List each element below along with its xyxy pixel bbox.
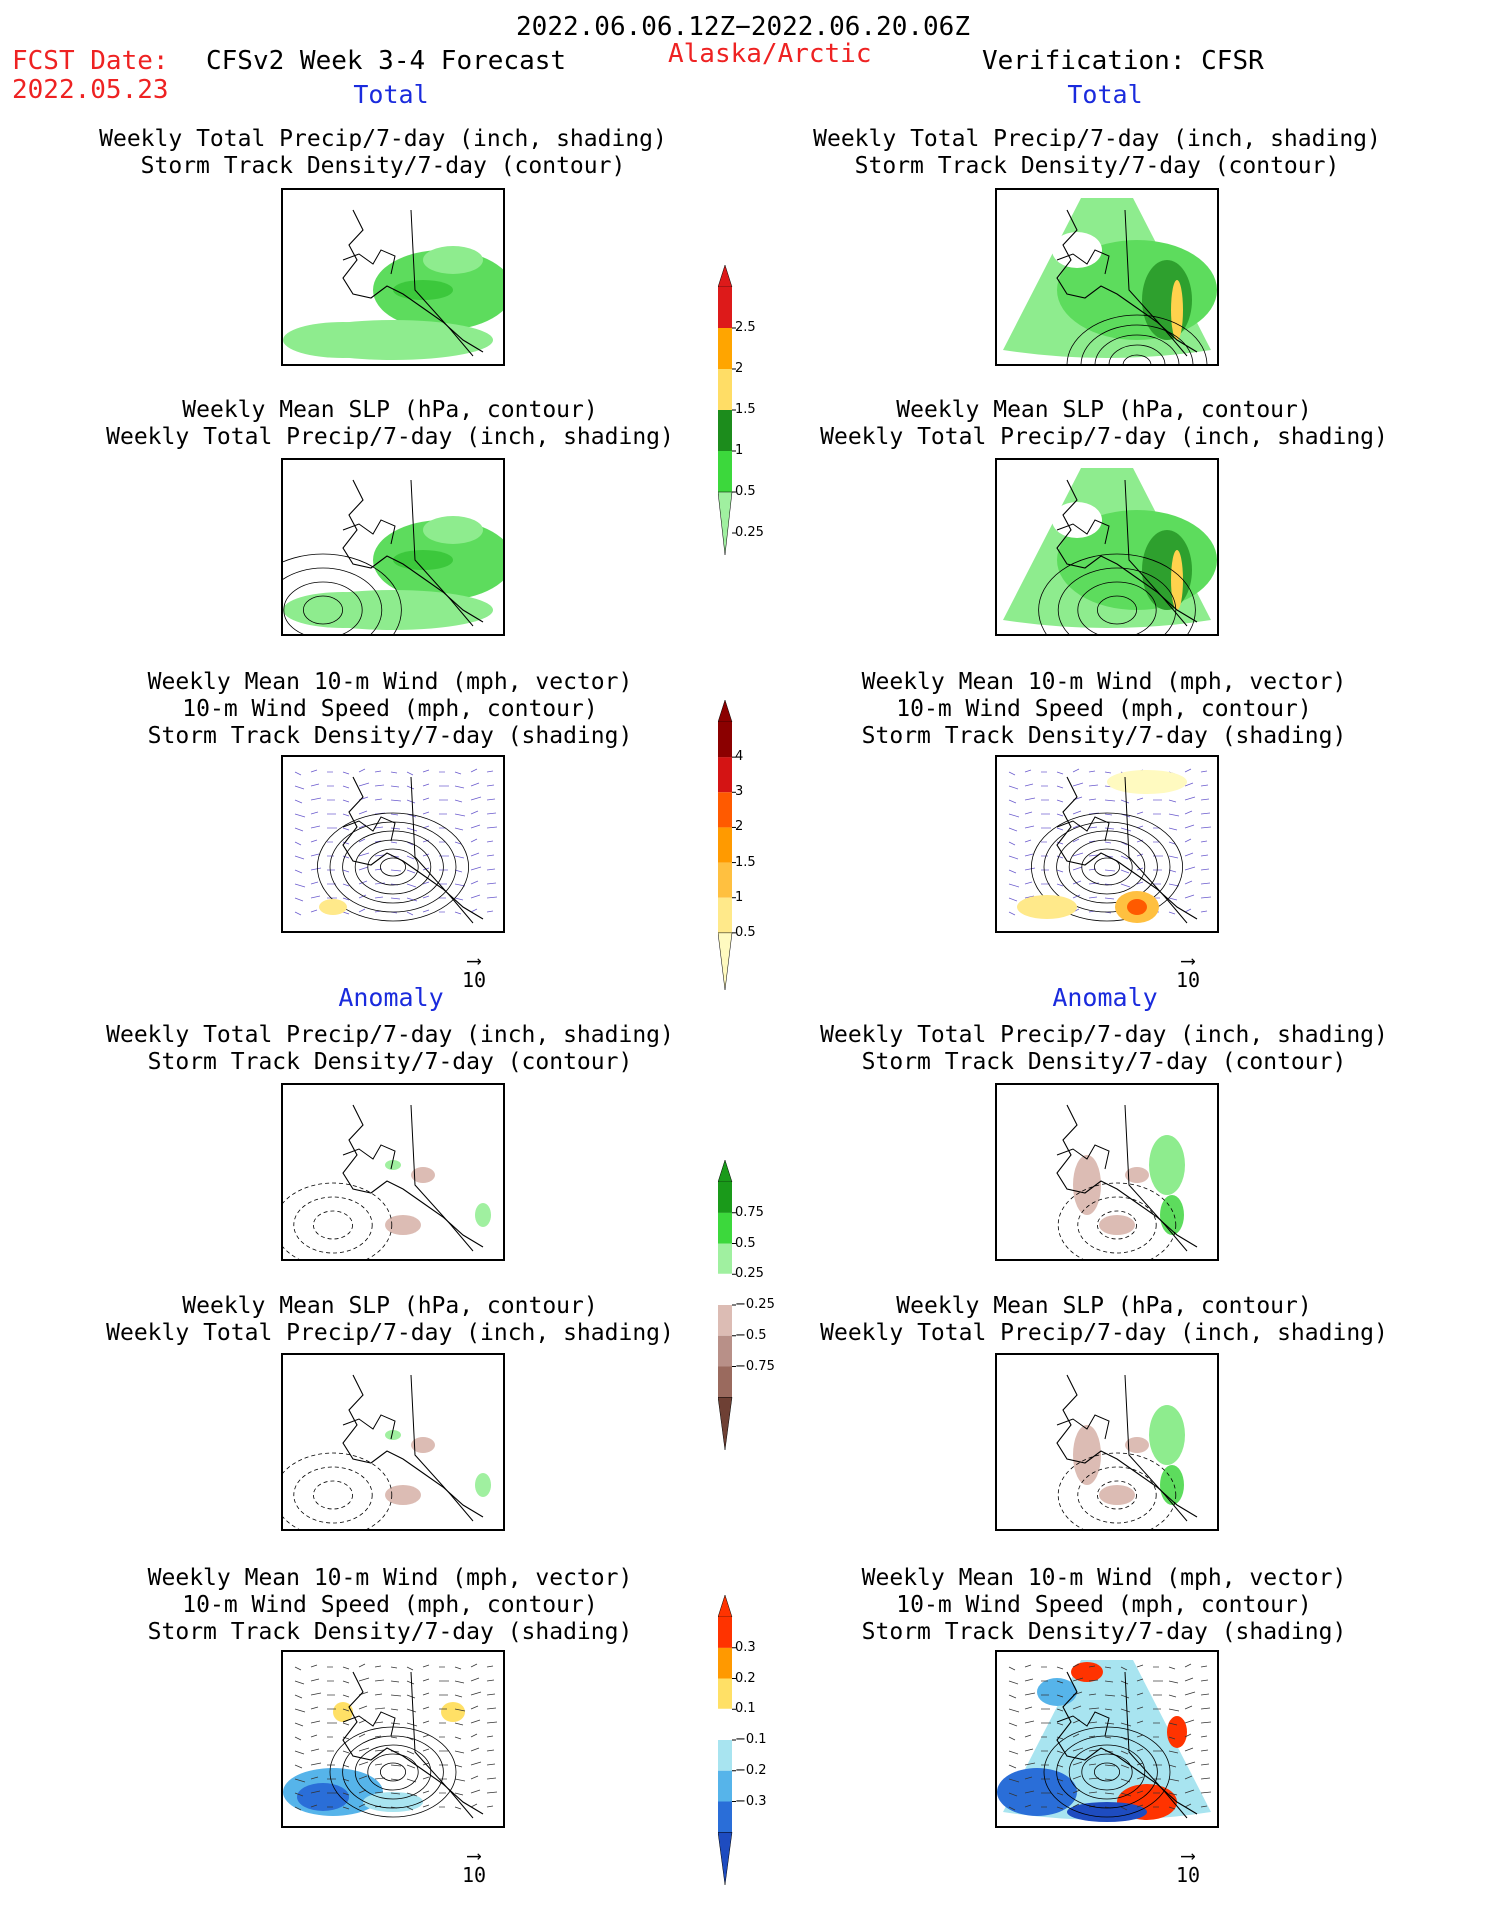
map-anom-slp-verification (995, 1353, 1219, 1531)
date-range: 2022.06.06.12Z−2022.06.20.06Z (516, 12, 970, 42)
panel-title-total-slp-left: Weekly Mean SLP (hPa, contour) Weekly To… (106, 397, 674, 450)
vector-ref-anom-left: ⟶ 10 (462, 1843, 487, 1887)
panel-title-anom-slp-left: Weekly Mean SLP (hPa, contour) Weekly To… (106, 1293, 674, 1346)
map-anom-wind-forecast (281, 1650, 505, 1828)
map-total-precip-verification (995, 188, 1219, 366)
colorbar-tick-label: 0.1 (735, 1701, 756, 1717)
map-total-wind-forecast (281, 755, 505, 933)
arrow-right-icon: ⟶ (1182, 948, 1195, 972)
colorbar-precip-total: 2.5 2 1.5 1 0.5 0.25 (717, 264, 778, 556)
colorbar-tick-label: −0.2 (735, 1762, 767, 1778)
fcst-date-label: FCST Date: (12, 46, 169, 76)
panel-title-anom-wind-left: Weekly Mean 10-m Wind (mph, vector) 10-m… (147, 1565, 633, 1645)
colorbar-tick-label: 1 (735, 889, 744, 905)
colorbar-tick-label: 0.75 (735, 1204, 764, 1220)
map-total-slp-forecast (281, 458, 505, 636)
colorbar-tick-label: 0.25 (735, 1266, 764, 1282)
map-total-precip-forecast (281, 188, 505, 366)
map-anom-precip-verification (995, 1083, 1219, 1261)
map-anom-precip-forecast (281, 1083, 505, 1261)
panel-title-anom-precip-left: Weekly Total Precip/7-day (inch, shading… (106, 1022, 674, 1075)
verification-label: Verification: CFSR (982, 46, 1264, 76)
colorbar-precip-anomaly: 0.75 0.5 0.25 −0.25 −0.5 −0.75 (717, 1159, 778, 1451)
panel-title-total-wind-left: Weekly Mean 10-m Wind (mph, vector) 10-m… (147, 669, 633, 749)
arrow-right-icon: ⟶ (1182, 1843, 1195, 1867)
fcst-date-value: 2022.05.23 (12, 75, 169, 105)
colorbar-tick-label: −0.3 (735, 1793, 767, 1809)
colorbar-tick-label: 0.5 (735, 484, 756, 499)
panel-title-anom-wind-right: Weekly Mean 10-m Wind (mph, vector) 10-m… (861, 1565, 1347, 1645)
colorbar-tick-label: 2.5 (735, 320, 756, 335)
colorbar-storm-total: 4 3 2 1.5 1 0.5 (717, 699, 778, 991)
section-total-left: Total (353, 80, 429, 109)
forecast-name: CFSv2 Week 3-4 Forecast (206, 46, 567, 76)
colorbar-tick-label: 3 (735, 784, 744, 800)
colorbar-tick-label: 0.5 (735, 924, 756, 940)
colorbar-tick-label: 0.25 (735, 525, 764, 540)
map-anom-slp-forecast (281, 1353, 505, 1531)
colorbar-tick-label: 1 (735, 443, 744, 458)
panel-title-total-wind-right: Weekly Mean 10-m Wind (mph, vector) 10-m… (861, 669, 1347, 749)
map-total-slp-verification (995, 458, 1219, 636)
colorbar-tick-label: 1.5 (735, 402, 756, 417)
map-anom-wind-verification (995, 1650, 1219, 1828)
map-total-wind-verification (995, 755, 1219, 933)
arrow-right-icon: ⟶ (468, 948, 481, 972)
panel-title-total-precip-left: Weekly Total Precip/7-day (inch, shading… (99, 126, 667, 179)
panel-title-anom-precip-right: Weekly Total Precip/7-day (inch, shading… (820, 1022, 1388, 1075)
colorbar-tick-label: 4 (735, 749, 744, 765)
vector-ref-total-left: ⟶ 10 (462, 948, 487, 992)
colorbar-tick-label: 0.2 (735, 1670, 756, 1686)
colorbar-tick-label: 2 (735, 819, 744, 835)
colorbar-tick-label: 0.3 (735, 1639, 756, 1655)
vector-ref-total-right: ⟶ 10 (1176, 948, 1201, 992)
colorbar-storm-anomaly: 0.3 0.2 0.1 −0.1 −0.2 −0.3 (717, 1594, 778, 1886)
colorbar-tick-label: −0.5 (735, 1327, 767, 1343)
colorbar-tick-label: 1.5 (735, 854, 756, 870)
section-anomaly-right: Anomaly (1052, 983, 1158, 1012)
panel-title-total-precip-right: Weekly Total Precip/7-day (inch, shading… (813, 126, 1381, 179)
region-label: Alaska/Arctic (668, 39, 872, 69)
section-anomaly-left: Anomaly (338, 983, 444, 1012)
vector-ref-anom-right: ⟶ 10 (1176, 1843, 1201, 1887)
colorbar-tick-label: −0.75 (735, 1358, 775, 1374)
colorbar-tick-label: −0.1 (735, 1732, 767, 1747)
colorbar-tick-label: 0.5 (735, 1235, 756, 1251)
section-total-right: Total (1067, 80, 1143, 109)
colorbar-tick-label: 2 (735, 361, 744, 376)
panel-title-total-slp-right: Weekly Mean SLP (hPa, contour) Weekly To… (820, 397, 1388, 450)
panel-title-anom-slp-right: Weekly Mean SLP (hPa, contour) Weekly To… (820, 1293, 1388, 1346)
colorbar-tick-label: −0.25 (735, 1297, 775, 1312)
arrow-right-icon: ⟶ (468, 1843, 481, 1867)
